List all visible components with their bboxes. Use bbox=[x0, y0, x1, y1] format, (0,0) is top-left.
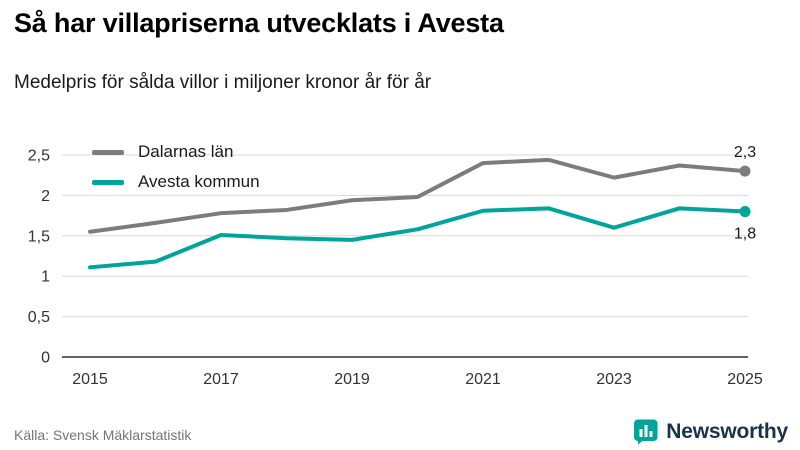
legend-item-dalarnas-lan: Dalarnas län bbox=[92, 142, 260, 162]
y-tick-label: 0 bbox=[41, 350, 50, 367]
x-tick-label: 2021 bbox=[465, 371, 501, 388]
line-series-0 bbox=[88, 157, 747, 234]
chart-subtitle: Medelpris för sålda villor i miljoner kr… bbox=[14, 72, 432, 93]
y-tick-label: 1,5 bbox=[28, 228, 50, 245]
legend-swatch-avesta-kommun bbox=[92, 179, 124, 185]
newsworthy-logo-icon bbox=[634, 419, 658, 445]
legend-swatch-dalarnas-lan bbox=[92, 149, 124, 155]
source-attribution: Källa: Svensk Mäklarstatistik bbox=[14, 427, 192, 443]
end-value-label-series-0: 2,3 bbox=[734, 144, 756, 161]
x-tick-label: 2019 bbox=[334, 371, 370, 388]
y-tick-label: 0,5 bbox=[28, 309, 50, 326]
chart-legend: Dalarnas län Avesta kommun bbox=[92, 142, 260, 192]
end-value-label-series-1: 1,8 bbox=[734, 226, 756, 243]
legend-label-avesta-kommun: Avesta kommun bbox=[138, 172, 260, 191]
end-dot-series-1 bbox=[739, 206, 751, 218]
y-tick-label: 1 bbox=[41, 269, 50, 286]
x-tick-label: 2023 bbox=[596, 371, 632, 388]
end-dot-series-0 bbox=[739, 165, 751, 177]
legend-item-avesta-kommun: Avesta kommun bbox=[92, 172, 260, 192]
line-series-1 bbox=[88, 206, 747, 270]
y-tick-label: 2 bbox=[41, 188, 50, 205]
x-tick-label: 2025 bbox=[727, 371, 763, 388]
y-tick-label: 2,5 bbox=[28, 148, 50, 165]
newsworthy-logo: Newsworthy bbox=[632, 418, 788, 445]
price-line-chart: 0 0,5 1 1,5 2 2,5 2015 2017 2019 2021 2023 2025 2,3 1… bbox=[28, 144, 763, 388]
x-tick-label: 2017 bbox=[203, 371, 239, 388]
legend-label-dalarnas-lan: Dalarnas län bbox=[138, 142, 234, 161]
page-title: Så har villapriserna utvecklats i Avesta bbox=[14, 8, 504, 38]
x-tick-label: 2015 bbox=[72, 371, 108, 388]
brand-name: Newsworthy bbox=[666, 419, 788, 443]
